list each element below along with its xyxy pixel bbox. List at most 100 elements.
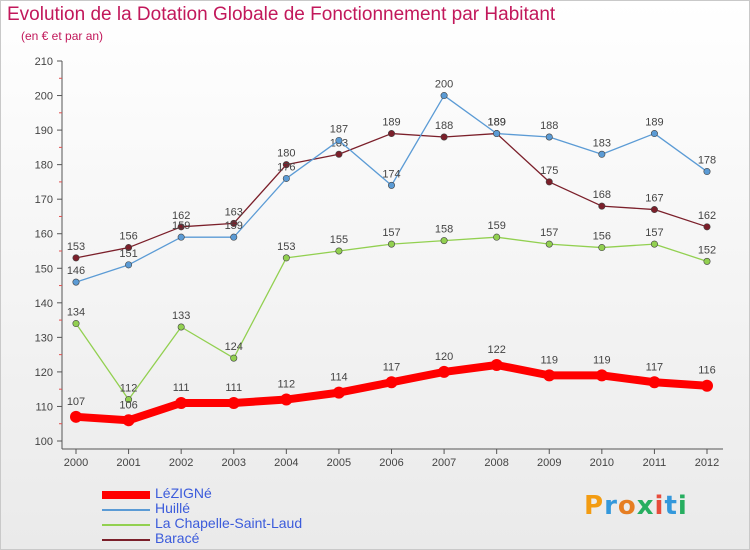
data-label: 112 — [120, 383, 138, 395]
data-point — [125, 244, 133, 252]
data-point — [70, 410, 82, 423]
data-point — [72, 254, 80, 262]
chart-subtitle: (en € et par an) — [21, 29, 104, 43]
data-point — [72, 320, 80, 328]
data-label: 106 — [119, 399, 137, 411]
data-point — [703, 168, 711, 176]
data-point — [648, 376, 661, 389]
data-point — [440, 237, 448, 245]
data-point — [125, 396, 133, 404]
data-label: 159 — [172, 220, 190, 232]
data-point — [543, 369, 556, 382]
data-label: 178 — [698, 155, 716, 167]
logo-letter: t — [664, 491, 678, 521]
data-label: 112 — [278, 379, 296, 391]
data-label: 159 — [487, 220, 505, 232]
proxiti-logo: Proxiti — [584, 491, 688, 521]
data-point — [177, 233, 185, 241]
data-point — [335, 136, 343, 144]
data-label: 187 — [330, 123, 348, 135]
y-tick-label: 210 — [35, 56, 53, 68]
data-point — [282, 161, 290, 169]
y-tick-label: 190 — [35, 125, 53, 137]
logo-letter: i — [677, 491, 688, 521]
data-point — [701, 379, 713, 392]
y-tick-label: 160 — [35, 229, 53, 241]
data-label: 107 — [67, 396, 85, 408]
data-label: 189 — [645, 117, 663, 129]
x-tick-label: 2007 — [432, 457, 456, 469]
data-label: 111 — [225, 382, 242, 394]
x-tick-label: 2011 — [643, 457, 667, 469]
data-point — [598, 202, 606, 210]
data-point — [122, 414, 135, 427]
data-label: 157 — [645, 227, 663, 239]
series-line-3 — [75, 132, 708, 259]
data-point — [598, 244, 606, 252]
data-point — [175, 397, 188, 409]
data-label: 162 — [698, 210, 716, 222]
y-tick-label: 150 — [35, 263, 53, 275]
data-point — [545, 240, 553, 248]
data-point — [387, 240, 395, 248]
data-point — [493, 233, 501, 241]
x-tick-label: 2008 — [484, 457, 508, 469]
legend-label: Baracé — [155, 530, 200, 546]
data-label: 158 — [435, 224, 453, 236]
data-point — [230, 233, 238, 241]
data-point — [440, 133, 448, 141]
series-line-0 — [75, 361, 708, 425]
x-tick-label: 2010 — [590, 457, 614, 469]
legend-swatch — [102, 491, 150, 499]
data-label: 183 — [593, 137, 611, 149]
data-point — [335, 150, 343, 158]
legend-swatch — [102, 509, 150, 511]
y-tick-label: 100 — [35, 436, 53, 448]
data-label: 188 — [435, 120, 453, 132]
y-tick-label: 200 — [35, 91, 53, 103]
logo-letter: x — [636, 491, 655, 521]
data-label: 174 — [382, 168, 400, 180]
legend-label: La Chapelle-Saint-Laud — [155, 515, 303, 531]
x-tick-label: 2000 — [64, 457, 88, 469]
data-label: 180 — [277, 148, 295, 160]
data-label: 111 — [173, 382, 190, 394]
data-point — [227, 397, 240, 409]
data-label: 134 — [67, 307, 85, 319]
data-point — [230, 219, 238, 227]
data-label: 119 — [593, 354, 611, 366]
y-tick-label: 140 — [35, 298, 53, 310]
legend-label: Huillé — [155, 500, 191, 516]
data-point — [282, 174, 290, 182]
data-label: 153 — [277, 241, 295, 253]
logo-letter: P — [584, 491, 605, 521]
data-point — [650, 206, 658, 214]
logo-letter: i — [654, 491, 665, 521]
data-label: 122 — [487, 344, 505, 356]
data-point — [387, 181, 395, 189]
y-tick-label: 120 — [35, 367, 53, 379]
data-point — [72, 278, 80, 286]
data-point — [490, 359, 503, 371]
data-label: 120 — [435, 351, 453, 363]
logo-letter: r — [604, 491, 618, 521]
data-label: 151 — [119, 248, 137, 260]
data-point — [280, 393, 293, 406]
data-label: 168 — [593, 189, 611, 201]
data-label: 152 — [698, 244, 716, 256]
data-point — [335, 247, 343, 255]
data-label: 200 — [435, 79, 453, 91]
data-label: 156 — [119, 231, 137, 243]
data-label: 119 — [540, 354, 558, 366]
data-point — [493, 130, 501, 138]
legend-swatch — [102, 524, 150, 526]
data-label: 159 — [225, 220, 243, 232]
data-label: 157 — [540, 227, 558, 239]
data-point — [387, 130, 395, 138]
y-tick-label: 170 — [35, 194, 53, 206]
data-label: 124 — [225, 341, 243, 353]
data-point — [282, 254, 290, 262]
data-label: 167 — [645, 193, 663, 205]
